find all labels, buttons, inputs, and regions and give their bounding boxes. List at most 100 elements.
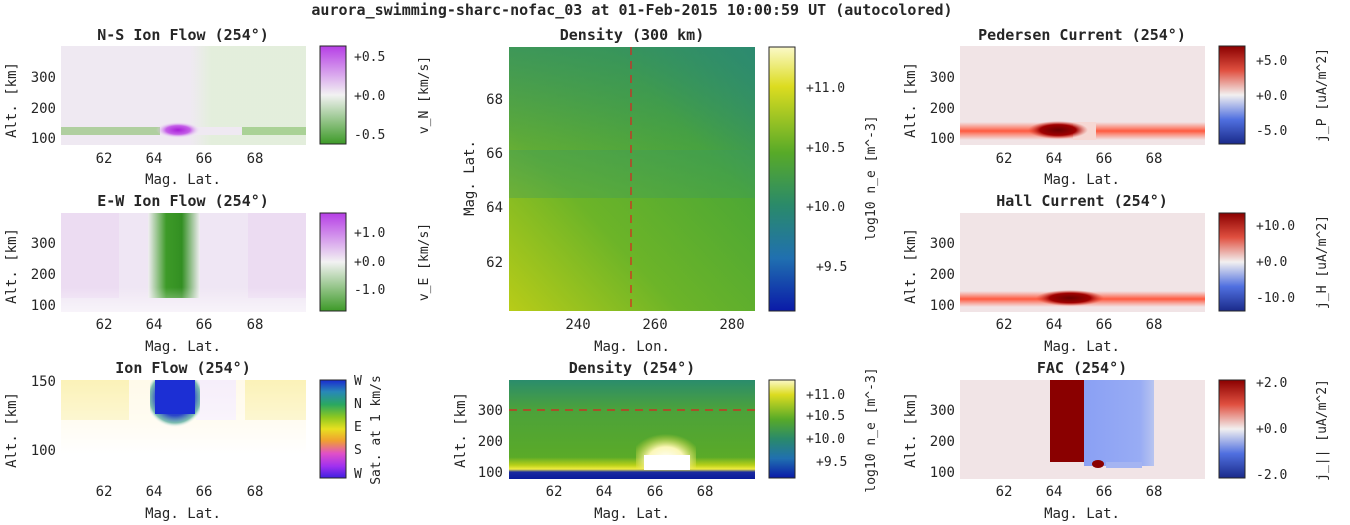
- heatmap-plot-area: [61, 380, 306, 479]
- y-axis-label: Alt. [km]: [903, 392, 919, 468]
- colorbar-tick-label: W: [354, 374, 362, 389]
- colorbar-tick-label: -0.5: [354, 128, 385, 143]
- x-tick-labels: 62 64 66 68: [96, 151, 264, 167]
- colorbar-tick-label: W: [354, 467, 362, 482]
- x-axis-label: Mag. Lat.: [145, 339, 221, 355]
- colorbar-label: v_N [km/s]: [417, 56, 432, 134]
- y-tick-label: 200: [31, 267, 56, 283]
- x-axis-label: Mag. Lat.: [594, 506, 670, 522]
- colorbar-tick-label: S: [354, 443, 362, 458]
- colorbar-tick-label: +10.0: [806, 432, 845, 447]
- panel-pedersen-current: Pedersen Current (254°) 62 64 66 68 100 …: [903, 26, 1330, 188]
- x-tick-labels: 62 64 66 68: [96, 484, 264, 500]
- y-tick-label: 100: [930, 131, 955, 147]
- x-tick-label: 62: [996, 317, 1013, 333]
- colorbar-label: j_|| [uA/m^2]: [1315, 379, 1330, 481]
- colorbar-tick-label: +0.0: [354, 89, 385, 104]
- y-axis-label: Alt. [km]: [903, 228, 919, 304]
- colorbar: +11.0 +10.5 +10.0 +9.5 log10 n_e [m^-3]: [768, 367, 879, 493]
- colorbar-label: v_E [km/s]: [417, 223, 432, 301]
- colorbar-tick-label: +10.5: [806, 141, 845, 156]
- heatmap-plot-area: [960, 213, 1205, 312]
- panel-density-300km: Density (300 km) 240 260 280 62 64 66 68…: [462, 26, 879, 355]
- colorbar-tick-label: +9.5: [816, 260, 847, 275]
- x-tick-label: 66: [1096, 151, 1113, 167]
- figure-suptitle: aurora_swimming-sharc-nofac_03 at 01-Feb…: [311, 1, 952, 19]
- y-axis-label: Mag. Lat.: [462, 140, 478, 216]
- x-tick-labels: 62 64 66 68: [96, 317, 264, 333]
- colorbar-tick-label: +0.0: [1256, 255, 1287, 270]
- colorbar-tick-label: +10.0: [1256, 219, 1295, 234]
- colorbar-tick-label: -10.0: [1256, 291, 1295, 306]
- y-tick-label: 68: [486, 92, 503, 108]
- x-tick-labels: 62 64 66 68: [996, 151, 1163, 167]
- y-tick-labels: 62 64 66 68: [486, 92, 503, 271]
- y-tick-label: 200: [930, 101, 955, 117]
- y-tick-label: 100: [930, 465, 955, 481]
- colorbar: +5.0 +0.0 -5.0 j_P [uA/m^2]: [1218, 45, 1330, 145]
- colorbar: W N E S W Sat. at 1 km/s: [319, 374, 384, 485]
- x-tick-label: 68: [697, 484, 714, 500]
- x-tick-label: 62: [96, 317, 113, 333]
- y-tick-labels: 100 200 300: [930, 236, 955, 314]
- x-tick-label: 260: [642, 317, 667, 333]
- y-axis-label: Alt. [km]: [4, 62, 20, 138]
- panel-title: N-S Ion Flow (254°): [97, 26, 269, 44]
- panel-hall-current: Hall Current (254°) 62 64 66 68 100 200 …: [903, 192, 1330, 355]
- y-tick-label: 200: [930, 434, 955, 450]
- y-tick-label: 150: [31, 374, 56, 390]
- colorbar-tick-label: +0.0: [354, 255, 385, 270]
- panel-title: FAC (254°): [1037, 359, 1127, 377]
- x-tick-label: 68: [1146, 484, 1163, 500]
- panel-ns-ion-flow: N-S Ion Flow (254°) 62 64 66 68 100 200 …: [4, 26, 432, 188]
- y-tick-label: 300: [930, 70, 955, 86]
- colorbar-tick-label: +9.5: [816, 455, 847, 470]
- x-tick-labels: 62 64 66 68: [546, 484, 714, 500]
- y-tick-label: 200: [31, 101, 56, 117]
- colorbar-tick-label: -5.0: [1256, 124, 1287, 139]
- panel-title: Hall Current (254°): [996, 192, 1168, 210]
- x-tick-label: 66: [1096, 317, 1113, 333]
- y-tick-label: 100: [31, 131, 56, 147]
- y-axis-label: Alt. [km]: [4, 228, 20, 304]
- x-axis-label: Mag. Lat.: [1044, 506, 1120, 522]
- heatmap-plot-area: [61, 213, 306, 312]
- y-tick-label: 64: [486, 200, 503, 216]
- colorbar-tick-label: +0.5: [354, 50, 385, 65]
- x-tick-label: 66: [196, 484, 213, 500]
- panel-ion-flow: Ion Flow (254°) 62 64 66 68 100 150 Mag.…: [4, 359, 384, 522]
- x-tick-label: 62: [96, 151, 113, 167]
- y-tick-label: 100: [478, 465, 503, 481]
- heatmap-plot-area: [509, 380, 755, 479]
- colorbar-tick-label: +0.0: [1256, 422, 1287, 437]
- y-tick-label: 66: [486, 146, 503, 162]
- y-tick-labels: 100 150: [31, 374, 56, 459]
- heatmap-plot-area: [61, 46, 306, 145]
- y-tick-label: 300: [31, 70, 56, 86]
- y-tick-labels: 100 200 300: [478, 403, 503, 481]
- colorbar-label: j_H [uA/m^2]: [1315, 215, 1330, 309]
- x-tick-label: 68: [247, 317, 264, 333]
- x-tick-label: 62: [96, 484, 113, 500]
- colorbar: +2.0 +0.0 -2.0 j_|| [uA/m^2]: [1218, 376, 1330, 483]
- y-tick-label: 62: [486, 255, 503, 271]
- colorbar-label: j_P [uA/m^2]: [1315, 48, 1330, 142]
- x-tick-label: 64: [146, 484, 163, 500]
- panel-title: E-W Ion Flow (254°): [97, 192, 269, 210]
- heatmap-plot-area: [960, 46, 1205, 145]
- y-tick-label: 200: [930, 267, 955, 283]
- x-tick-label: 66: [196, 151, 213, 167]
- x-tick-label: 64: [1046, 484, 1063, 500]
- x-tick-label: 64: [146, 151, 163, 167]
- panel-title: Density (300 km): [560, 26, 705, 44]
- x-tick-label: 66: [1096, 484, 1113, 500]
- y-tick-labels: 100 200 300: [930, 70, 955, 147]
- colorbar-tick-label: +1.0: [354, 226, 385, 241]
- colorbar-tick-label: +0.0: [1256, 89, 1287, 104]
- x-tick-label: 68: [1146, 317, 1163, 333]
- colorbar-tick-label: +10.0: [806, 200, 845, 215]
- panel-fac: FAC (254°) 62 64 66 68 100 200 300 Mag. …: [903, 359, 1330, 522]
- heatmap-plot-area: [960, 380, 1205, 479]
- colorbar-label: Sat. at 1 km/s: [369, 375, 384, 485]
